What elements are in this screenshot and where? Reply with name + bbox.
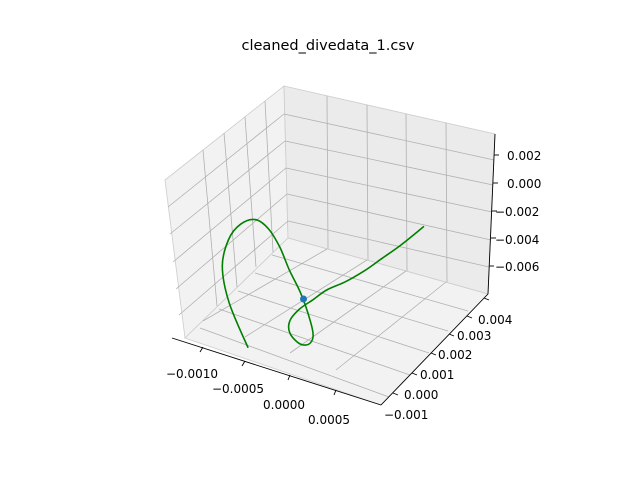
z-tick-label: 0.002 xyxy=(507,149,541,163)
y-tick-label: 0.000 xyxy=(404,388,438,402)
axis-lines xyxy=(171,133,496,406)
y-axis-line xyxy=(380,293,489,406)
x-tick-label: 0.0000 xyxy=(263,398,305,412)
y-tick-label: −0.001 xyxy=(384,408,428,422)
x-tick-label: 0.0005 xyxy=(308,413,350,427)
y-tick-label: 0.002 xyxy=(438,348,472,362)
x-axis-line xyxy=(171,337,382,406)
grid-lines xyxy=(167,95,495,398)
chart-title: cleaned_divedata_1.csv xyxy=(242,38,415,54)
z-tick-label: −0.002 xyxy=(495,205,539,219)
z-tick-label: −0.004 xyxy=(495,233,539,247)
z-tick-label: 0.000 xyxy=(507,177,541,191)
x-tick-label: −0.0005 xyxy=(212,382,264,396)
y-tick-label: 0.001 xyxy=(420,368,454,382)
tick-marks xyxy=(199,154,499,396)
data-marks xyxy=(221,218,425,349)
x-tick-labels: −0.0010 −0.0005 0.0000 0.0005 xyxy=(166,367,350,427)
z-tick-labels: 0.002 0.000 −0.002 −0.004 −0.006 xyxy=(495,149,541,274)
data-point xyxy=(300,295,307,303)
y-tick-label: 0.004 xyxy=(478,313,512,327)
x-tick-label: −0.0010 xyxy=(166,367,218,381)
y-tick-label: 0.003 xyxy=(457,329,491,343)
z-tick-label: −0.006 xyxy=(495,260,539,274)
series-line xyxy=(221,218,425,349)
z-axis-line xyxy=(487,133,496,295)
y-tick-labels: −0.001 0.000 0.001 0.002 0.003 0.004 xyxy=(384,313,512,422)
